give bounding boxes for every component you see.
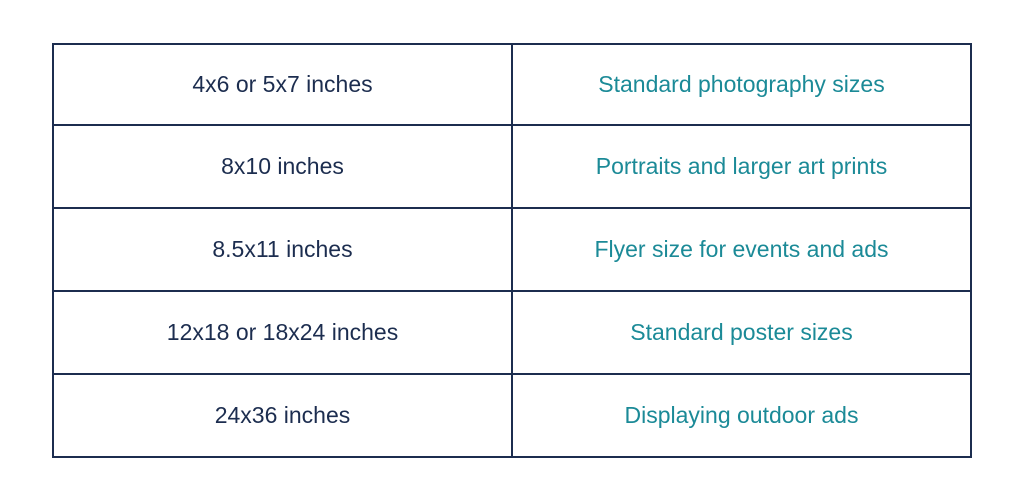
size-cell: 8x10 inches <box>52 126 512 209</box>
description-cell: Standard photography sizes <box>512 43 972 126</box>
description-cell: Portraits and larger art prints <box>512 126 972 209</box>
table-row: 8x10 inches Portraits and larger art pri… <box>52 126 972 209</box>
description-cell: Displaying outdoor ads <box>512 375 972 458</box>
table-row: 4x6 or 5x7 inches Standard photography s… <box>52 43 972 126</box>
print-sizes-table: 4x6 or 5x7 inches Standard photography s… <box>52 43 972 458</box>
size-cell: 24x36 inches <box>52 375 512 458</box>
table-row: 12x18 or 18x24 inches Standard poster si… <box>52 292 972 375</box>
description-cell: Standard poster sizes <box>512 292 972 375</box>
table-row: 24x36 inches Displaying outdoor ads <box>52 375 972 458</box>
size-cell: 12x18 or 18x24 inches <box>52 292 512 375</box>
table-row: 8.5x11 inches Flyer size for events and … <box>52 209 972 292</box>
description-cell: Flyer size for events and ads <box>512 209 972 292</box>
size-cell: 8.5x11 inches <box>52 209 512 292</box>
size-cell: 4x6 or 5x7 inches <box>52 43 512 126</box>
